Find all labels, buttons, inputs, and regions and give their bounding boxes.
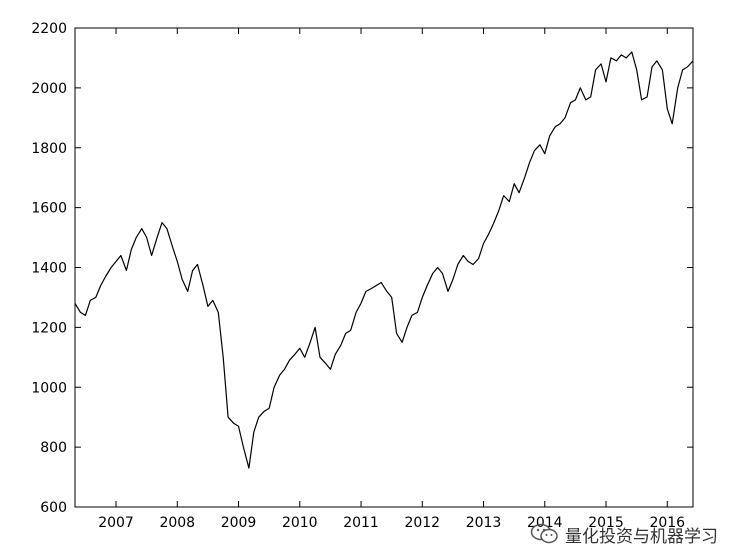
y-tick-label: 800 [40, 440, 67, 456]
x-tick-label: 2016 [649, 515, 685, 531]
watermark: 量化投资与机器学习 [530, 521, 718, 547]
watermark-text: 量化投资与机器学习 [565, 526, 718, 547]
y-tick-label: 2000 [31, 81, 67, 97]
plot-area [75, 28, 693, 507]
x-tick-label: 2010 [282, 515, 318, 531]
y-tick-label: 1200 [31, 320, 67, 336]
y-tick-label: 600 [40, 500, 67, 516]
x-tick-label: 2013 [466, 515, 502, 531]
y-tick-label: 1800 [31, 141, 67, 157]
x-tick-label: 2012 [404, 515, 440, 531]
x-tick-label: 2011 [343, 515, 379, 531]
y-tick-label: 1000 [31, 380, 67, 396]
series-line [74, 51, 694, 469]
plot-frame [74, 27, 694, 508]
x-tick-label: 2009 [221, 515, 257, 531]
y-tick-label: 2200 [31, 21, 67, 37]
x-tick-label: 2014 [527, 515, 563, 531]
x-tick-label: 2008 [159, 515, 195, 531]
wechat-icon [530, 523, 558, 544]
tick-label-layer: 600 800 1000 1200 1400 1600 1800 2000 2200 2007 20… [31, 21, 685, 531]
x-tick-label: 2015 [588, 515, 624, 531]
y-tick-label: 1400 [31, 261, 67, 277]
y-tick-label: 1600 [31, 201, 67, 217]
x-tick-label: 2007 [98, 515, 134, 531]
